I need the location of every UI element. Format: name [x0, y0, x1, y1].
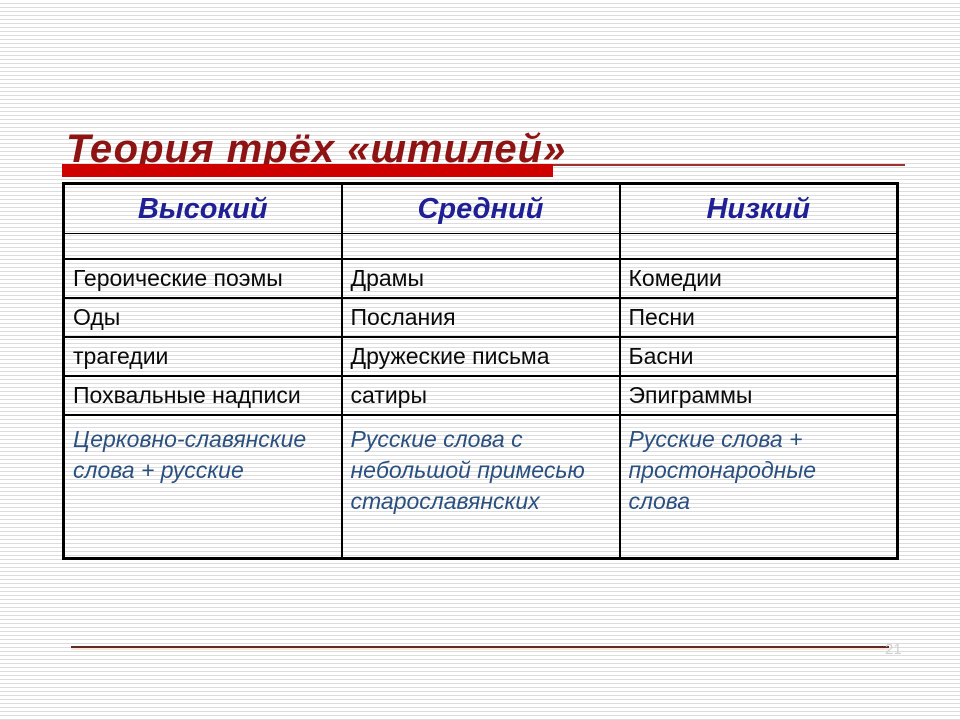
- table-cell: Русские слова + простонародные слова: [618, 414, 899, 560]
- title-divider-thick-bar: [62, 164, 553, 177]
- spacer-cell: [340, 233, 621, 260]
- table-cell: Эпиграммы: [618, 375, 899, 416]
- table-cell: Оды: [62, 297, 343, 338]
- footer-divider-pale-line: [71, 648, 889, 650]
- title-divider: [62, 164, 905, 177]
- spacer-cell: [618, 233, 899, 260]
- page-title: Теория трёх «штилей»: [66, 126, 567, 171]
- table-cell: Русские слова с небольшой примесью старо…: [340, 414, 621, 560]
- table-cell: Драмы: [340, 258, 621, 299]
- table-row: Героические поэмы Драмы Комедии: [62, 258, 899, 299]
- table-cell: Послания: [340, 297, 621, 338]
- table-row: Оды Послания Песни: [62, 297, 899, 338]
- column-header-low: Низкий: [618, 182, 899, 234]
- table-cell: Похвальные надписи: [62, 375, 343, 416]
- table-header-row: Высокий Средний Низкий: [62, 182, 899, 234]
- header-spacer-row: [62, 233, 899, 260]
- table-row: Похвальные надписи сатиры Эпиграммы: [62, 375, 899, 416]
- column-header-middle: Средний: [340, 182, 621, 234]
- title-divider-thin-line: [553, 164, 905, 166]
- table-cell: Героические поэмы: [62, 258, 343, 299]
- table-cell: Песни: [618, 297, 899, 338]
- table-cell: трагедии: [62, 336, 343, 377]
- footer-divider: [71, 646, 889, 650]
- table-cell: Церковно-славянские слова + русские: [62, 414, 343, 560]
- table-cell: Дружеские письма: [340, 336, 621, 377]
- footer-divider-dark-line: [71, 646, 889, 648]
- slide-number: 21: [885, 641, 902, 658]
- three-styles-table: Высокий Средний Низкий Героические поэмы…: [62, 182, 899, 560]
- table-cell: Комедии: [618, 258, 899, 299]
- column-header-high: Высокий: [62, 182, 343, 234]
- spacer-cell: [62, 233, 343, 260]
- table-cell: сатиры: [340, 375, 621, 416]
- table-row: трагедии Дружеские письма Басни: [62, 336, 899, 377]
- table-cell: Басни: [618, 336, 899, 377]
- language-composition-row: Церковно-славянские слова + русские Русс…: [62, 414, 899, 560]
